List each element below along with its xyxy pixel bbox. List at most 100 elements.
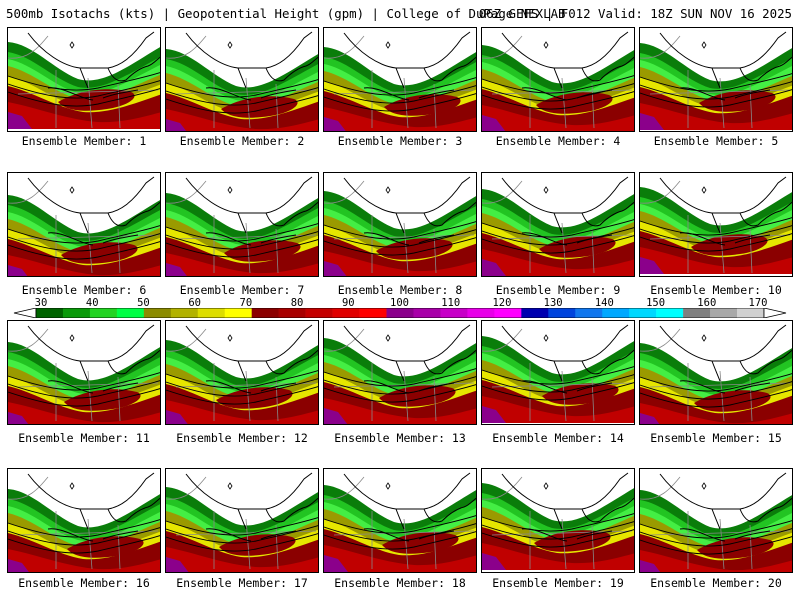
isotach-map-11 [8,324,160,424]
coastline [205,380,297,394]
coastline [679,380,771,394]
coastline [79,56,160,89]
isotach-map-16 [8,472,160,572]
coastline [395,56,476,89]
isotach-map-18 [324,472,476,572]
colorbar-swatch [575,308,603,318]
state-border [8,476,49,500]
state-border [166,328,207,352]
height-contour [166,223,318,242]
height-contour [8,80,160,99]
state-border [640,35,681,59]
wind-band [324,117,346,131]
location-marker [701,482,707,490]
colorbar-swatch [305,308,333,318]
height-contour [324,93,476,112]
member-label: Ensemble Member: 17 [176,576,308,590]
ensemble-map-10 [639,172,793,277]
colorbar-swatch [62,308,91,318]
ensemble-map-17 [165,468,319,573]
location-marker [701,334,707,342]
height-contour [324,221,476,240]
location-marker [543,334,549,342]
location-marker [69,41,75,49]
isotach-map-14 [482,324,634,423]
coastline [343,176,471,214]
height-contour [166,525,318,544]
colorbar-swatch [413,308,441,318]
height-contour [640,389,792,408]
height-contour [8,388,160,407]
member-label: Ensemble Member: 12 [176,431,308,445]
height-contour [482,382,634,401]
member-label: Ensemble Member: 13 [334,431,466,445]
height-contour [324,229,476,248]
colorbar-swatch [278,308,306,318]
wind-band [166,400,318,424]
colorbar-max-arrow [763,308,787,318]
isotach-map-20 [640,472,792,572]
coastline [205,232,297,246]
coastline [205,87,297,101]
state-border [8,328,49,352]
member-label: Ensemble Member: 19 [492,576,624,590]
height-contour [166,95,318,114]
colorbar-swatch [710,308,738,318]
coastline [553,201,634,234]
state-border [482,476,523,500]
height-contour [640,81,792,100]
colorbar-swatch [89,308,118,318]
ensemble-map-15 [639,320,793,425]
height-contour [166,378,318,397]
colorbar-tick-labels: 30 40 50 60 70 80 90 100 110 120 130 140 150 160 170 [0,297,800,309]
height-contour [166,87,318,106]
colorbar-swatch [656,308,684,318]
isotach-map-2 [166,31,318,131]
coastline [553,349,634,382]
colorbar-swatch [170,308,199,318]
height-contour [482,366,634,385]
state-border [482,328,523,352]
coastline [501,176,629,214]
location-marker [227,334,233,342]
colorbar-swatch [197,308,226,318]
location-marker [385,41,391,49]
height-contour [324,237,476,256]
height-contour [640,217,792,236]
coastline [185,31,313,69]
colorbar-swatch [737,308,765,318]
member-label: Ensemble Member: 7 [179,283,305,297]
member-label: Ensemble Member: 3 [337,134,463,148]
location-marker [385,334,391,342]
wind-band [324,408,348,424]
coastline [185,324,313,362]
colorbar-tick-label: 90 [341,297,355,309]
wind-band [8,549,160,572]
member-label: Ensemble Member: 4 [495,134,621,148]
coastline [79,497,160,530]
ensemble-map-8 [323,172,477,277]
height-contour [324,85,476,104]
colorbar [13,308,787,318]
height-contour [640,528,792,547]
colorbar-tick-label: 150 [646,297,666,309]
coastline [501,324,629,362]
height-contour [482,529,634,548]
coastline [47,232,139,246]
coastline [711,497,792,530]
colorbar-tick-label: 80 [290,297,304,309]
wind-band [166,547,318,572]
jet-core [221,96,298,118]
member-label: Ensemble Member: 10 [650,283,782,297]
wind-band [640,550,792,572]
coastline [79,349,160,382]
coastline [47,380,139,394]
isotach-map-12 [166,324,318,424]
wind-band [324,251,476,276]
colorbar-tick-label: 70 [239,297,253,309]
height-contour [482,83,634,102]
colorbar-swatch [548,308,576,318]
height-contour [640,225,792,244]
state-border [324,180,365,204]
height-contour [482,219,634,238]
